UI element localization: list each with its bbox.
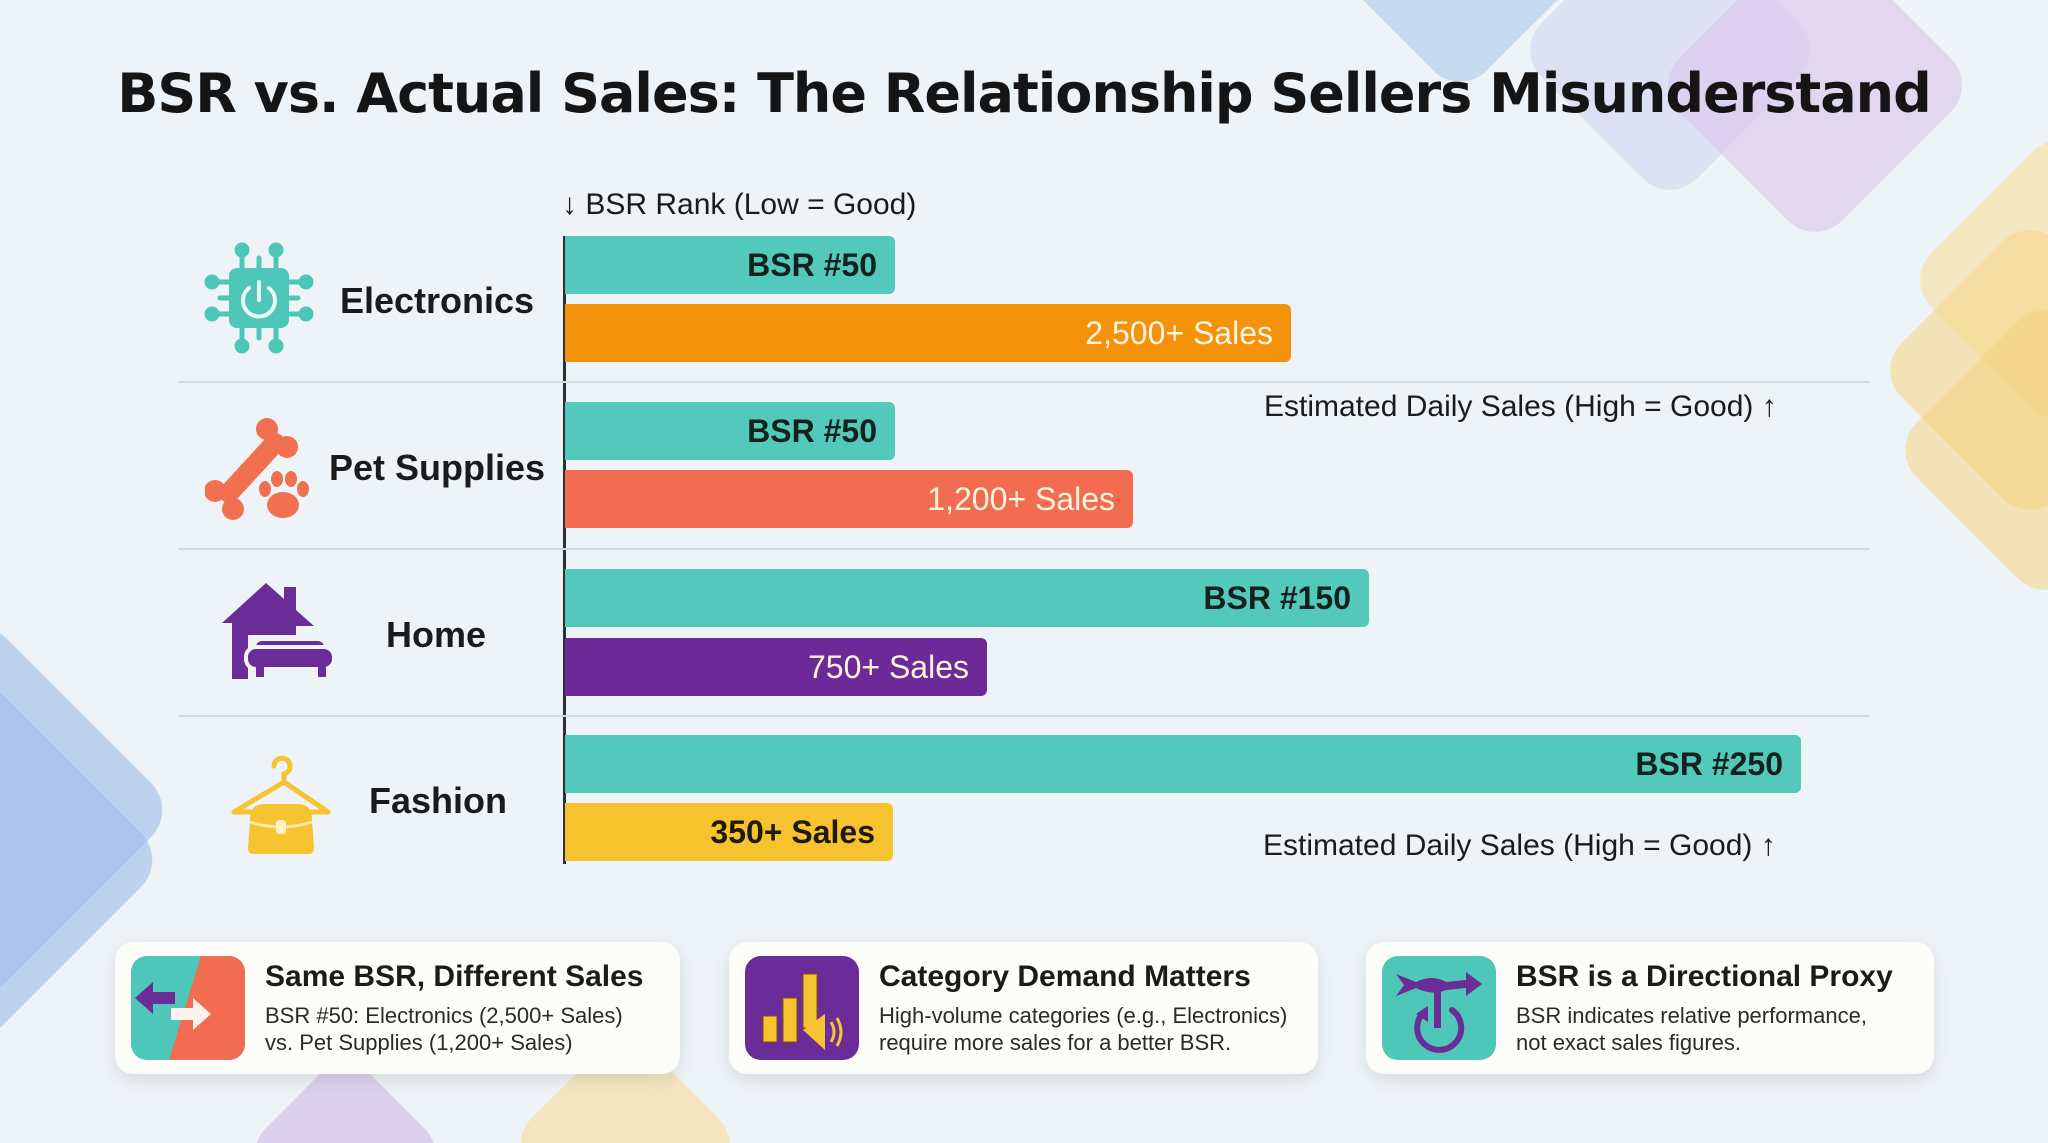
card-desc-line1: BSR indicates relative performance, bbox=[1516, 1003, 1867, 1028]
sales-bar-fashion: 350+ Sales bbox=[565, 803, 893, 861]
bsr-axis-label: ↓ BSR Rank (Low = Good) bbox=[562, 188, 917, 221]
card-desc-line2: vs. Pet Supplies (1,200+ Sales) bbox=[265, 1030, 573, 1055]
card-title: Same BSR, Different Sales bbox=[265, 960, 644, 993]
weathervane-icon bbox=[1382, 956, 1496, 1060]
row-divider bbox=[178, 548, 1870, 550]
category-label-fashion: Fashion bbox=[369, 780, 508, 821]
swap-arrows-icon bbox=[131, 956, 245, 1060]
insight-card-category-demand: Category Demand Matters High-volume cate… bbox=[729, 942, 1318, 1074]
card-title: BSR is a Directional Proxy bbox=[1516, 960, 1893, 993]
bar-chart-speaker-icon bbox=[745, 956, 859, 1060]
house-sofa-icon bbox=[222, 581, 340, 681]
sales-bar-home: 750+ Sales bbox=[565, 638, 987, 696]
sales-axis-label: Estimated Daily Sales (High = Good) ↑ bbox=[1264, 390, 1777, 423]
sales-bar-pet-supplies: 1,200+ Sales bbox=[565, 470, 1133, 528]
card-desc-line2: not exact sales figures. bbox=[1516, 1030, 1742, 1055]
bsr-bar-fashion: BSR #250 bbox=[565, 735, 1801, 793]
card-desc-line2: require more sales for a better BSR. bbox=[879, 1030, 1232, 1055]
hanger-bag-icon bbox=[228, 748, 334, 856]
bsr-bar-electronics: BSR #50 bbox=[565, 236, 895, 294]
card-desc-line1: BSR #50: Electronics (2,500+ Sales) bbox=[265, 1003, 623, 1028]
bsr-bar-pet-supplies: BSR #50 bbox=[565, 402, 895, 460]
circuit-power-icon bbox=[204, 242, 314, 354]
insight-card-same-bsr: Same BSR, Different Sales BSR #50: Elect… bbox=[115, 942, 680, 1074]
bone-paw-icon bbox=[204, 415, 315, 525]
category-label-electronics: Electronics bbox=[340, 280, 535, 321]
row-divider bbox=[178, 381, 1870, 383]
chart-title: BSR vs. Actual Sales: The Relationship S… bbox=[117, 62, 1932, 125]
row-divider bbox=[178, 715, 1870, 717]
insight-card-directional-proxy: BSR is a Directional Proxy BSR indicates… bbox=[1366, 942, 1934, 1074]
bsr-bar-home: BSR #150 bbox=[565, 569, 1369, 627]
vertical-axis-line bbox=[563, 236, 566, 864]
category-label-home: Home bbox=[386, 614, 487, 655]
card-title: Category Demand Matters bbox=[879, 960, 1251, 993]
sales-axis-label-bottom: Estimated Daily Sales (High = Good) ↑ bbox=[1263, 829, 1776, 862]
card-desc-line1: High-volume categories (e.g., Electronic… bbox=[879, 1003, 1288, 1028]
sales-bar-electronics: 2,500+ Sales bbox=[565, 304, 1291, 362]
category-label-pet-supplies: Pet Supplies bbox=[329, 447, 546, 488]
